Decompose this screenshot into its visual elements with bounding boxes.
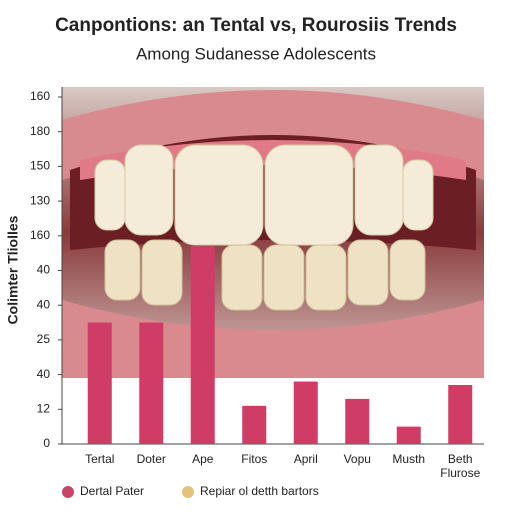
- y-axis-label: Colimter Tliolles: [5, 215, 21, 324]
- legend-label: Dertal Pater: [80, 484, 144, 498]
- bar: [242, 405, 267, 444]
- photo-background: [62, 87, 484, 378]
- bar: [190, 246, 215, 444]
- x-tick-label: Ape: [192, 452, 214, 466]
- legend-label: Repiar ol detth bartors: [200, 484, 319, 498]
- x-tick-label: April: [293, 452, 318, 466]
- y-tick-label: 150: [30, 159, 50, 173]
- legend-swatch: [62, 486, 74, 498]
- bar: [396, 426, 421, 444]
- bar: [448, 385, 473, 444]
- y-tick-label: 40: [37, 263, 51, 277]
- y-tick-label: 25: [37, 332, 51, 346]
- y-tick-label: 0: [43, 436, 50, 450]
- chart-subtitle: Among Sudanesse Adolescents: [136, 44, 376, 63]
- x-tick-label: Fitos: [241, 452, 268, 466]
- x-tick-label: Doter: [136, 452, 166, 466]
- bar: [293, 381, 318, 444]
- y-tick-label: 40: [37, 297, 51, 311]
- x-tick-label: Beth Flurose: [440, 452, 481, 480]
- y-tick-label: 180: [30, 124, 50, 138]
- x-tick-label: Tertal: [85, 452, 115, 466]
- legend-swatch: [182, 486, 194, 498]
- bar: [139, 322, 164, 444]
- chart-title: Canpontions: an Tental vs, Rourosiis Tre…: [55, 15, 457, 36]
- y-tick-label: 40: [37, 367, 51, 381]
- bar: [87, 322, 112, 444]
- bar: [345, 398, 370, 444]
- x-tick-label: Vopu: [343, 452, 371, 466]
- y-tick-label: 12: [37, 401, 51, 415]
- y-tick-label: 130: [30, 193, 50, 207]
- x-tick-label: Musth: [392, 452, 426, 466]
- y-tick-label: 160: [30, 228, 50, 242]
- y-tick-label: 160: [30, 89, 50, 103]
